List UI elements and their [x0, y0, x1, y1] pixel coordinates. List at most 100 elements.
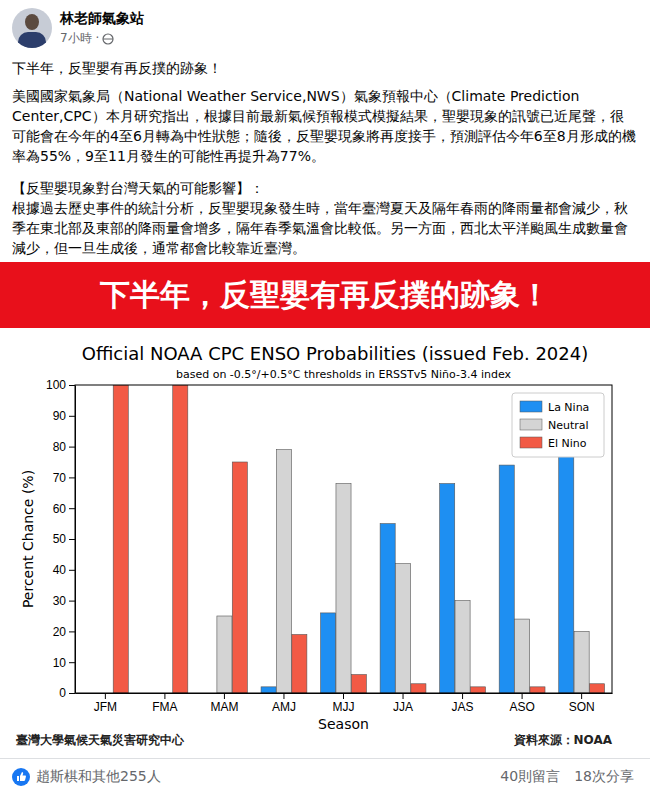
x-tick: JJA — [393, 693, 413, 714]
post-time-row: 7小時 · — [60, 30, 114, 47]
y-tick-mark — [69, 570, 75, 571]
y-tick-label: 30 — [53, 594, 67, 608]
y-tick-mark — [69, 693, 75, 694]
bar — [321, 613, 336, 693]
bar — [455, 601, 470, 693]
like-circle — [12, 768, 30, 786]
x-axis-title: Season — [318, 716, 369, 732]
separator — [0, 758, 650, 759]
chart-title: Official NOAA CPC ENSO Probabilities (is… — [82, 343, 588, 364]
y-tick-label: 90 — [53, 409, 67, 423]
bar — [292, 634, 307, 693]
legend-swatch — [520, 419, 542, 430]
x-tick: MAM — [210, 693, 238, 714]
post-paragraph: 美國國家氣象局（National Weather Service,NWS）氣象預… — [12, 86, 636, 166]
shares[interactable]: 18次分享 — [574, 768, 634, 784]
x-tick-mark — [105, 693, 106, 699]
legend-swatch — [520, 401, 542, 412]
x-tick: FMA — [152, 693, 177, 714]
reactions[interactable]: 趙斯棋和其他255人 — [36, 768, 161, 786]
y-tick: 100 — [46, 378, 75, 392]
y-tick: 30 — [53, 594, 75, 608]
post-paragraph: 根據過去歷史事件的統計分析，反聖嬰現象發生時，當年臺灣夏天及隔年春雨的降雨量都會… — [12, 198, 636, 258]
bar — [559, 456, 574, 693]
like-icon — [12, 768, 30, 786]
bar — [113, 385, 128, 693]
bar — [276, 450, 291, 693]
bar — [380, 524, 395, 693]
banner-text: 下半年，反聖嬰有再反撲的跡象！ — [100, 275, 550, 316]
y-tick-mark — [69, 385, 75, 386]
bar — [217, 616, 232, 693]
legend-swatch — [520, 437, 542, 448]
x-tick-label: MAM — [210, 700, 238, 714]
banner: 下半年，反聖嬰有再反撲的跡象！ — [0, 262, 650, 328]
y-tick: 90 — [53, 409, 75, 423]
x-tick-mark — [403, 693, 404, 699]
bar — [261, 687, 276, 693]
x-tick-label: AMJ — [272, 700, 296, 714]
y-tick-label: 70 — [53, 471, 67, 485]
y-tick-label: 10 — [53, 656, 67, 670]
y-tick-label: 40 — [53, 563, 67, 577]
y-axis: 0 10 20 30 40 50 60 70 80 90 100 — [46, 378, 76, 700]
x-tick-mark — [343, 693, 344, 699]
y-tick-label: 20 — [53, 625, 67, 639]
x-tick-label: ASO — [509, 700, 534, 714]
bar — [589, 684, 604, 693]
avatar-body — [18, 32, 46, 48]
engagement: 40則留言 18次分享 — [500, 768, 634, 786]
chart: Official NOAA CPC ENSO Probabilities (is… — [0, 328, 650, 758]
post-text: 下半年，反聖嬰有再反撲的跡象！ 美國國家氣象局（National Weather … — [12, 58, 636, 258]
legend-item: Neutral — [520, 419, 589, 432]
bar — [470, 687, 485, 693]
y-tick-mark — [69, 477, 75, 478]
y-tick-mark — [69, 508, 75, 509]
y-tick-mark — [69, 539, 75, 540]
comments[interactable]: 40則留言 — [500, 768, 560, 784]
post-time: 7小時 · — [60, 30, 99, 47]
y-tick-label: 60 — [53, 502, 67, 516]
bar — [173, 385, 188, 693]
plot: 0 10 20 30 40 50 60 70 80 90 100 JFM FMA MAM AMJ MJJ JJA… — [20, 378, 613, 732]
author: 林老師氣象站 — [60, 10, 144, 28]
x-tick: JFM — [94, 693, 117, 714]
bar — [499, 465, 514, 693]
bar — [351, 675, 366, 693]
x-tick: JAS — [452, 693, 474, 714]
y-tick-mark — [69, 662, 75, 663]
bar — [574, 631, 589, 693]
plot-frame — [75, 385, 612, 693]
y-tick-mark — [69, 631, 75, 632]
x-tick-label: SON — [569, 700, 595, 714]
legend: La Nina Neutral El Nino — [512, 393, 604, 457]
x-tick-label: JFM — [94, 700, 117, 714]
x-tick-label: JJA — [393, 700, 413, 714]
image-footer-left: 臺灣大學氣候天氣災害研究中心 — [16, 733, 185, 747]
x-axis: JFM FMA MAM AMJ MJJ JJA JAS ASO SON — [76, 693, 613, 714]
chart-subtitle: based on -0.5°/+0.5°C thresholds in ERSS… — [176, 368, 512, 381]
x-tick-mark — [581, 693, 582, 699]
x-tick-mark — [522, 693, 523, 699]
y-tick-label: 80 — [53, 440, 67, 454]
y-tick-label: 50 — [53, 532, 67, 546]
x-tick-label: FMA — [152, 700, 177, 714]
y-tick-mark — [69, 447, 75, 448]
y-tick-mark — [69, 601, 75, 602]
bar — [411, 684, 426, 693]
x-tick-label: JAS — [452, 700, 474, 714]
y-tick: 70 — [53, 471, 75, 485]
y-tick: 0 — [59, 686, 75, 700]
x-tick: MJJ — [333, 693, 355, 714]
globe-circle — [103, 34, 113, 44]
image-footer-right: 資料來源：NOAA — [513, 733, 613, 747]
legend-item: El Nino — [520, 437, 587, 450]
legend-box — [512, 393, 604, 457]
legend-label: La Nina — [548, 401, 589, 414]
y-axis-title: Percent Chance (%) — [20, 470, 36, 608]
x-tick: ASO — [509, 693, 534, 714]
bars — [113, 385, 604, 693]
legend-item: La Nina — [520, 401, 589, 414]
post-headline: 下半年，反聖嬰有再反撲的跡象！ — [12, 58, 636, 78]
x-tick-mark — [224, 693, 225, 699]
